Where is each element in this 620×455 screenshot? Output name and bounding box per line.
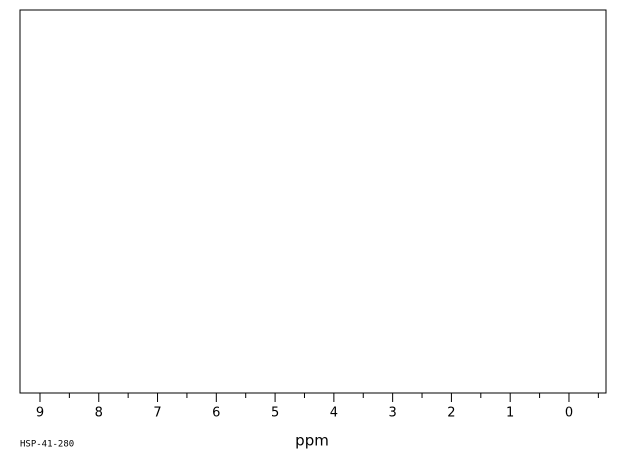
x-tick-label: 5 [271,406,279,421]
x-tick-label: 9 [36,406,44,421]
x-axis-label: ppm [295,432,329,450]
x-tick-label: 6 [212,406,220,421]
x-tick-label: 1 [506,406,514,421]
x-tick-label: 8 [95,406,103,421]
x-tick-label: 7 [153,406,161,421]
x-tick-label: 0 [565,406,573,421]
x-tick-label: 2 [447,406,455,421]
plot-frame [19,9,607,394]
x-tick-label: 4 [330,406,338,421]
footnote: HSP-41-280 [20,440,74,450]
x-tick-label: 3 [389,406,397,421]
